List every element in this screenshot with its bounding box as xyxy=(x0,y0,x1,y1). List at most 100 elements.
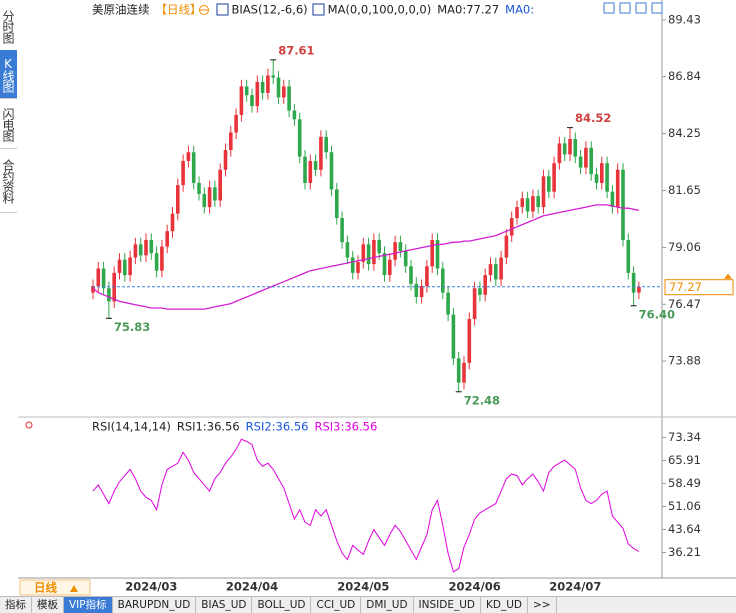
x-tick-label: 2024/05 xyxy=(337,580,389,594)
candle-body xyxy=(478,288,482,295)
candle-body xyxy=(488,264,493,276)
candle-body xyxy=(123,259,127,276)
header-text: BIAS(12,-6,6) xyxy=(232,3,308,17)
candle-body xyxy=(303,156,307,183)
extreme-label: 72.48 xyxy=(464,393,500,407)
last-price-arrow xyxy=(724,273,732,279)
y-tick-label: 73.88 xyxy=(668,354,701,368)
candle-body xyxy=(520,198,525,208)
candle-body xyxy=(631,272,636,293)
tab[interactable]: CCI_UD xyxy=(311,597,362,613)
indicator-icon[interactable] xyxy=(216,3,229,16)
sidebar-tab[interactable]: 闪电图 xyxy=(0,100,17,149)
candle-body xyxy=(340,218,344,243)
candle-body xyxy=(483,275,487,295)
candle-body xyxy=(388,259,392,276)
header-text: RSI(14,14,14) xyxy=(92,420,171,434)
tab[interactable]: BOLL_UD xyxy=(252,597,312,613)
tab[interactable]: VIP指标 xyxy=(64,597,113,613)
candle-body xyxy=(271,75,275,78)
candle-body xyxy=(350,257,355,273)
candle-body xyxy=(191,152,196,183)
tab[interactable]: BIAS_UD xyxy=(196,597,253,613)
header-text: RSI1:36.56 xyxy=(177,420,240,434)
sidebar-tab[interactable]: K线图 xyxy=(0,50,17,99)
header-text: RSI2:36.56 xyxy=(246,420,309,434)
candle-body xyxy=(361,244,366,262)
candle-body xyxy=(615,169,620,208)
candle-body xyxy=(419,286,424,298)
tab[interactable]: 模板 xyxy=(32,597,64,613)
candle-body xyxy=(594,174,599,183)
tab[interactable]: INSIDE_UD xyxy=(414,597,481,613)
extreme-label: 87.61 xyxy=(278,43,314,57)
candle-body xyxy=(605,163,609,192)
candle-body xyxy=(207,187,212,208)
candle-body xyxy=(213,187,217,201)
tab[interactable]: 指标 xyxy=(0,597,32,613)
y-tick-label: 65.91 xyxy=(668,453,701,467)
candle-body xyxy=(287,86,291,111)
header-text: MA0: xyxy=(505,3,534,17)
candle-body xyxy=(499,257,503,280)
last-price-box xyxy=(664,279,734,296)
candle-body xyxy=(562,143,567,155)
chart: 日线 美原油连续 【日线】 BIAS(12,-6,6) MA(0,0,100,0,0,… xyxy=(18,0,736,596)
header-text: 【日线】 xyxy=(156,3,202,17)
control-button[interactable] xyxy=(603,2,615,14)
y-tick-label: 81.65 xyxy=(668,183,701,197)
control-button[interactable] xyxy=(619,2,631,14)
candle-body xyxy=(403,250,408,267)
candle-body xyxy=(414,283,419,298)
candle-body xyxy=(366,244,371,265)
tab[interactable]: DMI_UD xyxy=(361,597,414,613)
candle-body xyxy=(101,268,106,289)
sidebar-tab[interactable]: 分时图 xyxy=(0,2,17,51)
tab[interactable]: BARUPDN_UD xyxy=(113,597,197,613)
candle-body xyxy=(441,268,445,293)
candle-body xyxy=(578,156,583,168)
settings-icon[interactable] xyxy=(25,421,33,429)
period-arrow xyxy=(70,585,78,592)
header-text: RSI3:36.56 xyxy=(314,420,377,434)
candle-body xyxy=(509,218,514,236)
candle-body xyxy=(494,264,498,280)
y-tick-label: 43.64 xyxy=(668,522,701,536)
candle-body xyxy=(547,176,551,192)
candle-body xyxy=(446,292,450,315)
candle-body xyxy=(621,169,625,240)
candle-body xyxy=(96,268,101,287)
control-button[interactable] xyxy=(651,2,663,14)
candle-body xyxy=(107,288,111,302)
candle-body xyxy=(202,193,207,208)
candle-body xyxy=(451,314,456,359)
tab[interactable]: >> xyxy=(528,597,557,613)
candle-body xyxy=(292,110,297,120)
candle-body xyxy=(186,152,191,161)
ma-line xyxy=(92,204,640,310)
header-text: 美原油连续 xyxy=(92,3,150,17)
candle-body xyxy=(345,242,350,258)
candle-body xyxy=(467,318,472,363)
candle-body xyxy=(255,82,260,107)
candle-body xyxy=(234,114,238,133)
candle-body xyxy=(128,257,132,276)
candle-body xyxy=(324,136,328,153)
indicator-icon[interactable] xyxy=(312,3,325,16)
candle-body xyxy=(149,239,154,254)
candle-body xyxy=(472,288,477,319)
candle-body xyxy=(165,231,169,247)
candle-body xyxy=(525,198,530,212)
tab[interactable]: KD_UD xyxy=(481,597,528,613)
candle-body xyxy=(308,160,313,183)
sidebar-tab[interactable]: 合约资料 xyxy=(0,150,17,213)
period-label: 日线 xyxy=(34,581,57,595)
candle-body xyxy=(229,132,233,151)
candle-body xyxy=(398,242,403,251)
candle-body xyxy=(244,86,249,96)
x-tick-label: 2024/06 xyxy=(448,580,500,594)
candle-body xyxy=(515,207,519,219)
control-button[interactable] xyxy=(635,2,647,14)
candle-body xyxy=(276,77,281,98)
